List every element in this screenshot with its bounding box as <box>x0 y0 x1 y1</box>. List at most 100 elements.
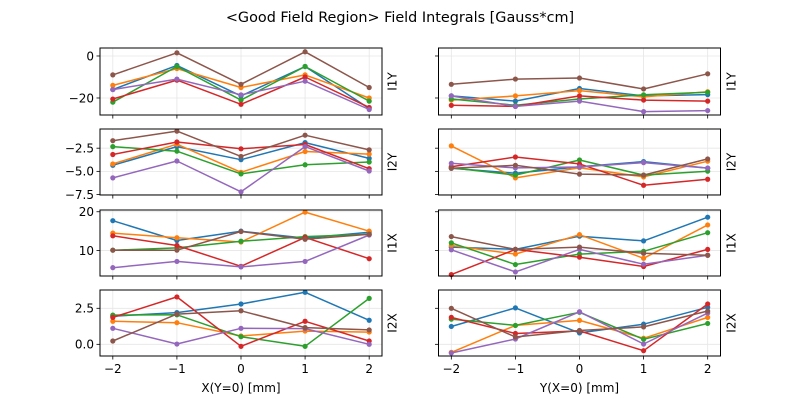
data-point <box>512 103 519 109</box>
data-point <box>366 106 372 113</box>
data-point <box>302 132 308 138</box>
data-point <box>238 308 244 314</box>
data-point <box>302 325 308 331</box>
data-point <box>705 165 711 171</box>
data-point <box>576 171 583 177</box>
subplot-i1y-x: 0 −20 I1Y <box>69 47 400 119</box>
data-point <box>512 93 519 99</box>
data-point <box>238 228 244 235</box>
data-point <box>448 233 454 240</box>
x-tick-label: −1 <box>168 362 186 376</box>
y-tick-label: −5.0 <box>65 165 94 179</box>
data-point <box>110 325 116 331</box>
data-point <box>448 102 454 108</box>
data-point <box>238 189 244 195</box>
y-axis-label: I2X <box>725 313 739 332</box>
x-tick-label: −2 <box>104 362 122 376</box>
data-point <box>366 98 372 104</box>
data-point <box>238 97 244 103</box>
x-axis-label-left: X(Y=0) [mm] <box>201 381 280 395</box>
data-point <box>174 158 180 164</box>
data-point <box>174 341 180 347</box>
data-point <box>448 160 454 166</box>
x-tick-label: 0 <box>237 362 245 376</box>
y-tick-label: −2.5 <box>65 141 94 155</box>
data-point <box>448 314 454 320</box>
data-point <box>705 214 711 220</box>
data-point <box>640 250 647 256</box>
subplot-i2x-x: −2 −1 0 1 2 2.5 0.0 I2X <box>75 289 400 376</box>
data-point <box>366 151 372 157</box>
data-point <box>705 308 711 314</box>
data-point <box>576 164 583 170</box>
data-point <box>366 155 372 161</box>
y-axis-label: I2Y <box>725 152 739 171</box>
data-point <box>366 168 372 174</box>
x-tick-label: −2 <box>442 362 460 376</box>
data-point <box>448 350 454 356</box>
data-point <box>640 324 647 330</box>
data-point <box>238 146 244 152</box>
x-axis-label-right: Y(X=0) [mm] <box>539 381 619 395</box>
data-point <box>640 255 647 261</box>
data-point <box>238 238 244 244</box>
data-point <box>705 230 711 236</box>
subplot-i2x-y: −2 −1 0 1 2 I2X <box>435 289 739 376</box>
subplot-i2y-y: I2Y <box>435 128 739 199</box>
data-point <box>110 82 116 88</box>
data-point <box>302 148 308 155</box>
data-point <box>448 143 454 149</box>
data-point <box>302 144 308 150</box>
data-point <box>238 325 244 331</box>
data-point <box>174 311 180 317</box>
data-point <box>110 233 116 239</box>
subplot-i1y-y: I1Y <box>435 47 739 119</box>
data-point <box>110 175 116 181</box>
data-point <box>448 93 454 99</box>
subplot-i1x-x: 20 10 I1X <box>79 205 400 280</box>
data-point <box>640 160 647 166</box>
data-point <box>448 247 454 253</box>
data-point <box>512 154 519 160</box>
data-point <box>238 334 244 340</box>
data-point <box>576 254 583 260</box>
data-point <box>238 153 244 160</box>
data-point <box>512 334 519 340</box>
data-point <box>302 162 308 168</box>
data-point <box>110 72 116 78</box>
data-point <box>238 343 244 349</box>
y-axis-label: I1X <box>725 233 739 252</box>
data-point <box>110 151 116 158</box>
data-point <box>110 318 116 324</box>
data-point <box>705 320 711 327</box>
data-point <box>110 144 116 150</box>
data-point <box>705 314 711 320</box>
data-point <box>110 218 116 224</box>
data-point <box>366 256 372 262</box>
data-point <box>302 74 308 80</box>
data-point <box>640 238 647 244</box>
data-point <box>576 244 583 250</box>
data-point <box>576 317 583 324</box>
x-tick-label: 2 <box>365 362 373 376</box>
data-point <box>640 97 647 103</box>
data-point <box>512 261 519 268</box>
data-point <box>174 50 180 56</box>
x-tick-label: 1 <box>640 362 648 376</box>
data-point <box>705 246 711 253</box>
data-point <box>110 265 116 271</box>
data-point <box>174 63 180 70</box>
data-point <box>174 294 180 300</box>
data-point <box>238 92 244 98</box>
data-point <box>512 172 519 178</box>
data-point <box>448 165 454 171</box>
x-tick-label: 0 <box>576 362 584 376</box>
data-point <box>705 176 711 182</box>
y-tick-label: 0 <box>86 49 94 63</box>
chart-title: <Good Field Region> Field Integrals [Gau… <box>226 10 574 26</box>
y-axis-label: I2X <box>386 313 400 332</box>
data-point <box>238 264 244 270</box>
data-point <box>640 336 647 342</box>
data-point <box>238 81 244 87</box>
